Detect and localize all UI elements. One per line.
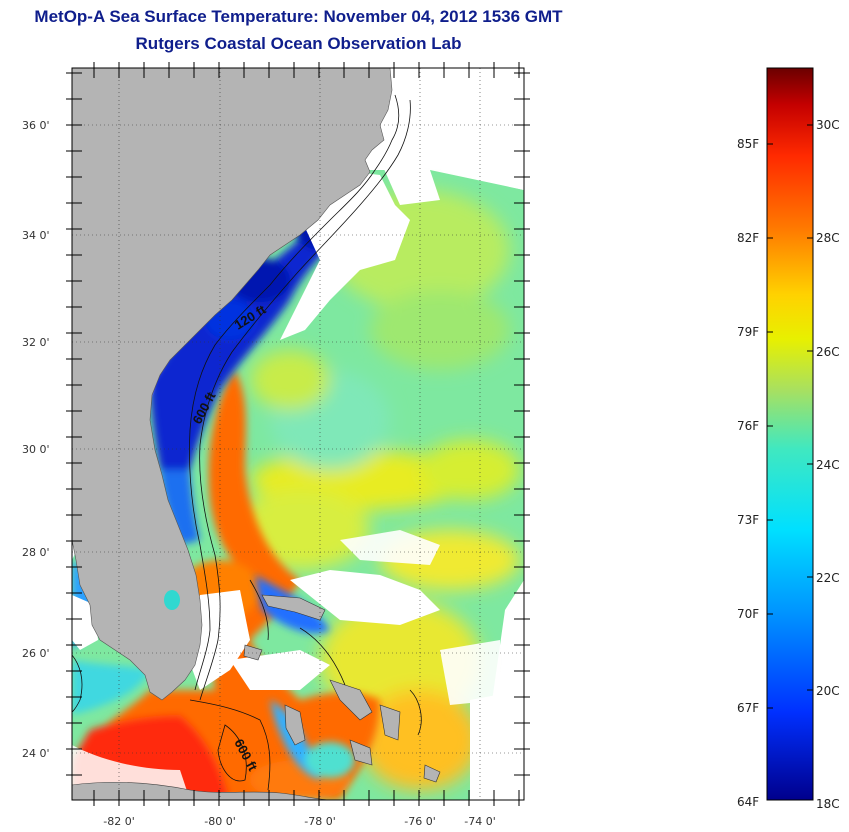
depth-contours — [72, 94, 422, 791]
cuba-land — [72, 781, 331, 800]
colorbar-label-82f: 82F — [737, 231, 760, 245]
lon-label-74: -74 0' — [464, 815, 496, 828]
colorbar — [766, 67, 814, 801]
colorbar-label-28c: 28C — [816, 231, 840, 245]
lon-label-76: -76 0' — [404, 815, 436, 828]
no-data-northeast — [390, 68, 524, 190]
lon-label-82: -82 0' — [103, 815, 135, 828]
axis-ticks — [66, 62, 530, 806]
colorbar-label-85f: 85F — [737, 137, 760, 151]
lon-label-78: -78 0' — [304, 815, 336, 828]
colorbar-label-18c: 18C — [816, 797, 840, 811]
colorbar-label-76f: 76F — [737, 419, 760, 433]
land-mass — [72, 68, 393, 701]
colorbar-label-20c: 20C — [816, 684, 840, 698]
colorbar-label-22c: 22C — [816, 571, 840, 585]
map-subtitle: Rutgers Coastal Ocean Observation Lab — [135, 34, 462, 53]
sst-field — [230, 190, 520, 790]
lat-label-26: 26 0' — [22, 647, 50, 660]
lat-label-28: 28 0' — [22, 546, 50, 559]
lat-label-34: 34 0' — [22, 229, 50, 242]
lat-label-30: 30 0' — [22, 443, 50, 456]
bahamas-islands — [243, 594, 441, 783]
colorbar-label-79f: 79F — [737, 325, 760, 339]
colorbar-ticks — [767, 124, 813, 801]
map-frame — [71, 67, 525, 801]
map-area: 120 ft 600 ft 600 ft — [72, 68, 524, 800]
colorbar-label-67f: 67F — [737, 701, 760, 715]
lake-okeechobee — [164, 590, 180, 610]
lon-label-80: -80 0' — [204, 815, 236, 828]
lat-label-32: 32 0' — [22, 336, 50, 349]
colorbar-label-73f: 73F — [737, 513, 760, 527]
colorbar-label-24c: 24C — [816, 458, 840, 472]
colorbar-label-64f: 64F — [737, 795, 760, 809]
map-grid — [72, 68, 524, 800]
colorbar-label-26c: 26C — [816, 345, 840, 359]
lat-label-24: 24 0' — [22, 747, 50, 760]
colorbar-label-70f: 70F — [737, 607, 760, 621]
colorbar-label-30c: 30C — [816, 118, 840, 132]
lat-label-36: 36 0' — [22, 119, 50, 132]
map-title: MetOp-A Sea Surface Temperature: Novembe… — [34, 7, 563, 26]
